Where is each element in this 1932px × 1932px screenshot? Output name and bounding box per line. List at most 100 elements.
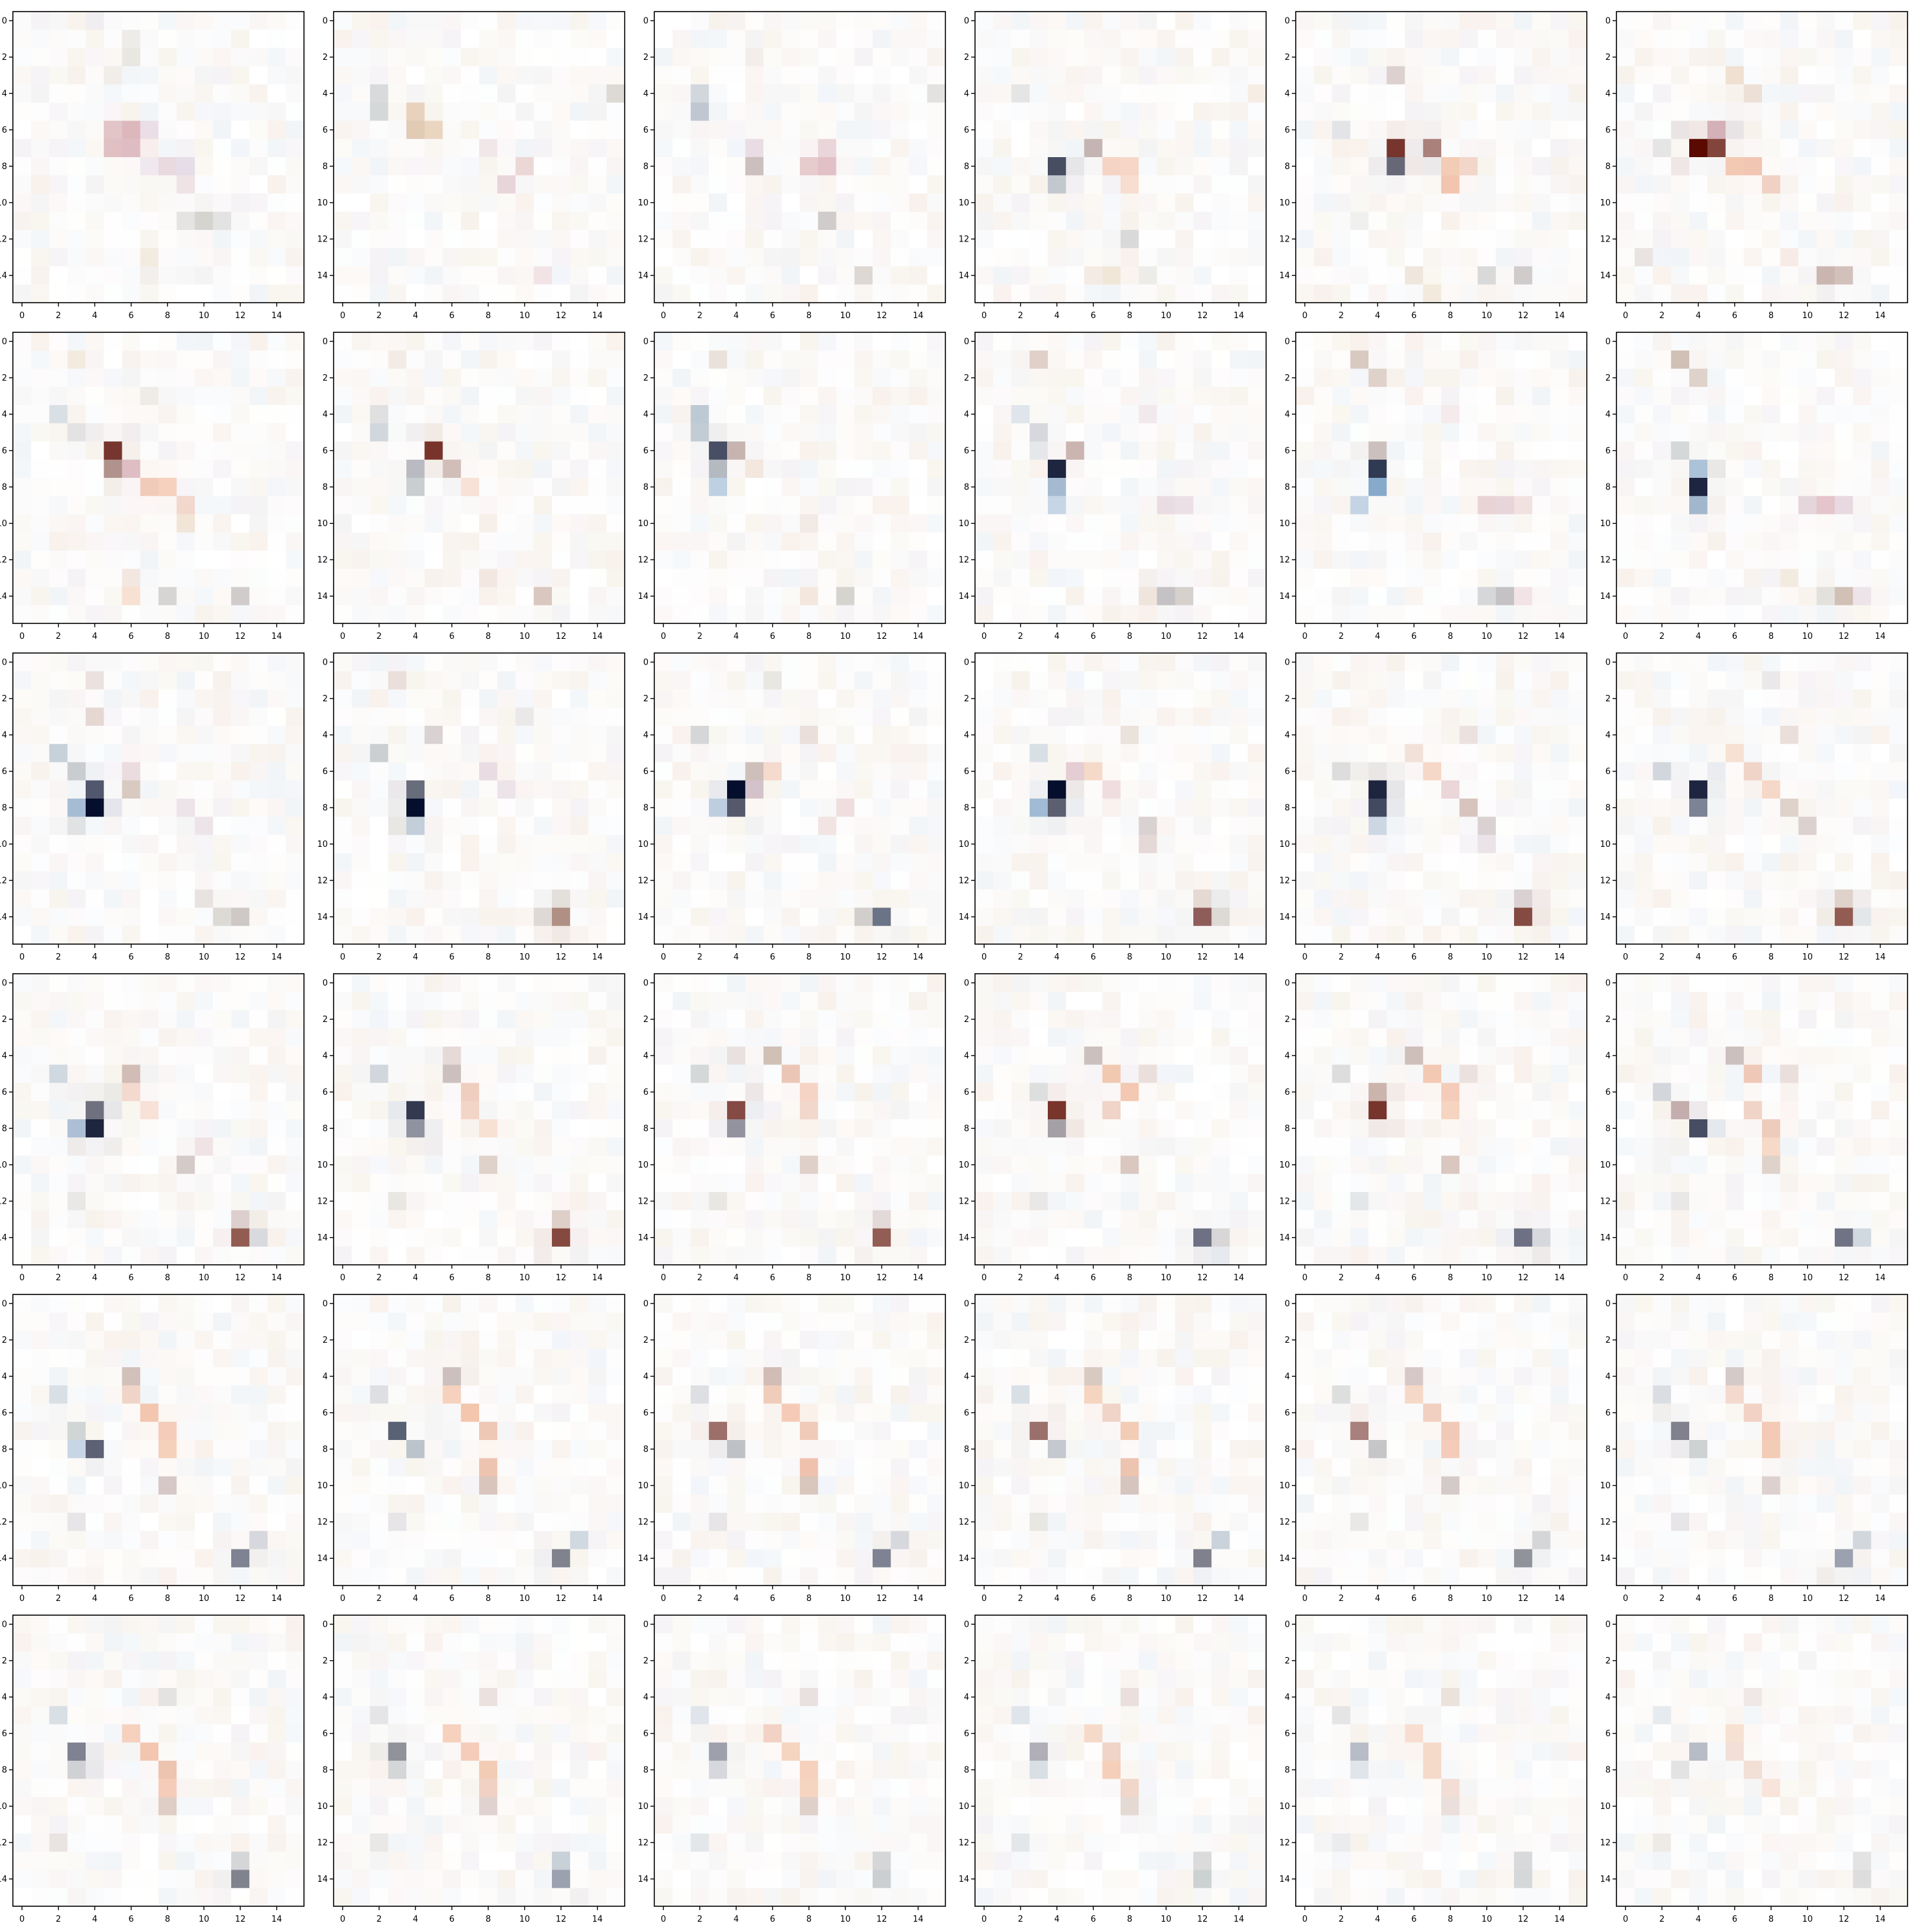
heatmap-cell bbox=[370, 689, 389, 708]
heatmap-cell bbox=[1102, 514, 1121, 533]
heatmap-cell bbox=[1634, 66, 1653, 85]
x-tick-label: 10 bbox=[519, 311, 530, 321]
heatmap-cell bbox=[1121, 853, 1139, 872]
heatmap-cell bbox=[1671, 102, 1690, 121]
heatmap-cell bbox=[285, 925, 305, 945]
heatmap-cell bbox=[31, 587, 50, 606]
heatmap-cell bbox=[1368, 441, 1387, 460]
heatmap-cell bbox=[1459, 817, 1478, 835]
heatmap-cell bbox=[13, 193, 32, 213]
heatmap-cell bbox=[1889, 30, 1908, 48]
heatmap-cell bbox=[1405, 799, 1424, 817]
heatmap-cell bbox=[1048, 780, 1066, 799]
heatmap-cell bbox=[1387, 514, 1405, 533]
y-tick-label: 2 bbox=[1605, 53, 1611, 62]
heatmap-cell bbox=[1532, 707, 1551, 726]
heatmap-cell bbox=[1314, 799, 1332, 817]
heatmap-cell bbox=[1350, 853, 1369, 872]
heatmap-cell bbox=[213, 30, 232, 48]
heatmap-cell bbox=[1616, 726, 1635, 744]
heatmap-cell bbox=[1211, 853, 1230, 872]
heatmap-cell bbox=[1332, 671, 1351, 690]
heatmap-cell bbox=[1011, 925, 1030, 945]
heatmap-cell bbox=[249, 66, 268, 85]
heatmap-cell bbox=[1211, 671, 1230, 690]
heatmap-cell bbox=[194, 514, 214, 533]
heatmap-cell bbox=[213, 405, 232, 424]
heatmap-cell bbox=[104, 266, 122, 285]
heatmap-cell bbox=[672, 459, 691, 478]
heatmap-cell bbox=[424, 835, 443, 854]
heatmap-cell bbox=[1368, 889, 1387, 908]
heatmap-cell bbox=[388, 671, 407, 690]
heatmap-cell bbox=[570, 653, 589, 672]
heatmap-cell bbox=[285, 726, 305, 744]
heatmap-cell bbox=[1121, 266, 1139, 285]
heatmap-cell bbox=[1048, 386, 1066, 406]
x-tick-label: 6 bbox=[770, 632, 775, 641]
heatmap-cell bbox=[1157, 405, 1176, 424]
heatmap-cell bbox=[1477, 726, 1497, 744]
heatmap-cell bbox=[690, 853, 710, 872]
heatmap-cell bbox=[800, 707, 819, 726]
heatmap-cell bbox=[194, 799, 214, 817]
heatmap-cell bbox=[588, 368, 607, 388]
heatmap-cell bbox=[672, 817, 691, 835]
heatmap-cell bbox=[1368, 496, 1387, 515]
heatmap-cell bbox=[370, 671, 389, 690]
heatmap-cell bbox=[588, 157, 607, 176]
heatmap-cell bbox=[1175, 907, 1194, 927]
heatmap-cell bbox=[1247, 587, 1267, 606]
x-tick-label: 6 bbox=[1411, 952, 1416, 962]
heatmap-cell bbox=[588, 405, 607, 424]
heatmap-cell bbox=[927, 569, 946, 587]
heatmap-cell bbox=[1157, 569, 1176, 587]
heatmap-cell bbox=[1671, 605, 1690, 624]
y-tick-label: 6 bbox=[643, 767, 649, 777]
heatmap-cell bbox=[708, 478, 728, 497]
heatmap-cell bbox=[13, 514, 32, 533]
heatmap-cell bbox=[158, 441, 177, 460]
heatmap-cell bbox=[194, 605, 214, 624]
heatmap-cell bbox=[763, 907, 782, 927]
heatmap-cell bbox=[1532, 551, 1551, 569]
heatmap-cell bbox=[927, 459, 946, 478]
heatmap-cell bbox=[194, 925, 214, 945]
heatmap-cell bbox=[479, 266, 498, 285]
heatmap-cell bbox=[1689, 423, 1708, 442]
heatmap-cell bbox=[1725, 84, 1745, 103]
heatmap-cell bbox=[781, 102, 800, 121]
heatmap-cell bbox=[1707, 478, 1726, 497]
heatmap-cell bbox=[1350, 102, 1369, 121]
heatmap-cell bbox=[1139, 138, 1157, 158]
heatmap-cell bbox=[13, 459, 32, 478]
heatmap-cell bbox=[854, 744, 873, 762]
heatmap-cell bbox=[1762, 284, 1781, 303]
heatmap-cell bbox=[533, 30, 553, 48]
heatmap-cell bbox=[406, 120, 425, 140]
heatmap-cell bbox=[249, 478, 268, 497]
heatmap-cell bbox=[515, 653, 535, 672]
heatmap-cell bbox=[67, 248, 86, 267]
heatmap-cell bbox=[1423, 835, 1442, 854]
heatmap-cell bbox=[334, 762, 352, 781]
x-tick-label: 8 bbox=[486, 632, 491, 641]
heatmap-cell bbox=[406, 266, 425, 285]
heatmap-cell bbox=[1247, 762, 1267, 781]
heatmap-cell bbox=[442, 925, 462, 945]
x-tick-label: 14 bbox=[1233, 311, 1244, 321]
heatmap-cell bbox=[1798, 12, 1817, 30]
heatmap-cell bbox=[1139, 726, 1157, 744]
heatmap-cell bbox=[1066, 744, 1084, 762]
heatmap-cell bbox=[285, 569, 305, 587]
heatmap-cell bbox=[1211, 157, 1230, 176]
heatmap-cell bbox=[1139, 551, 1157, 569]
heatmap-cell bbox=[1835, 441, 1853, 460]
heatmap-cell bbox=[285, 587, 305, 606]
heatmap-cell bbox=[1011, 138, 1030, 158]
heatmap-cell bbox=[1175, 405, 1194, 424]
heatmap-cell bbox=[1193, 284, 1212, 303]
heatmap-cell bbox=[1405, 441, 1424, 460]
heatmap-cell bbox=[1193, 871, 1212, 890]
heatmap-cell bbox=[1689, 459, 1708, 478]
